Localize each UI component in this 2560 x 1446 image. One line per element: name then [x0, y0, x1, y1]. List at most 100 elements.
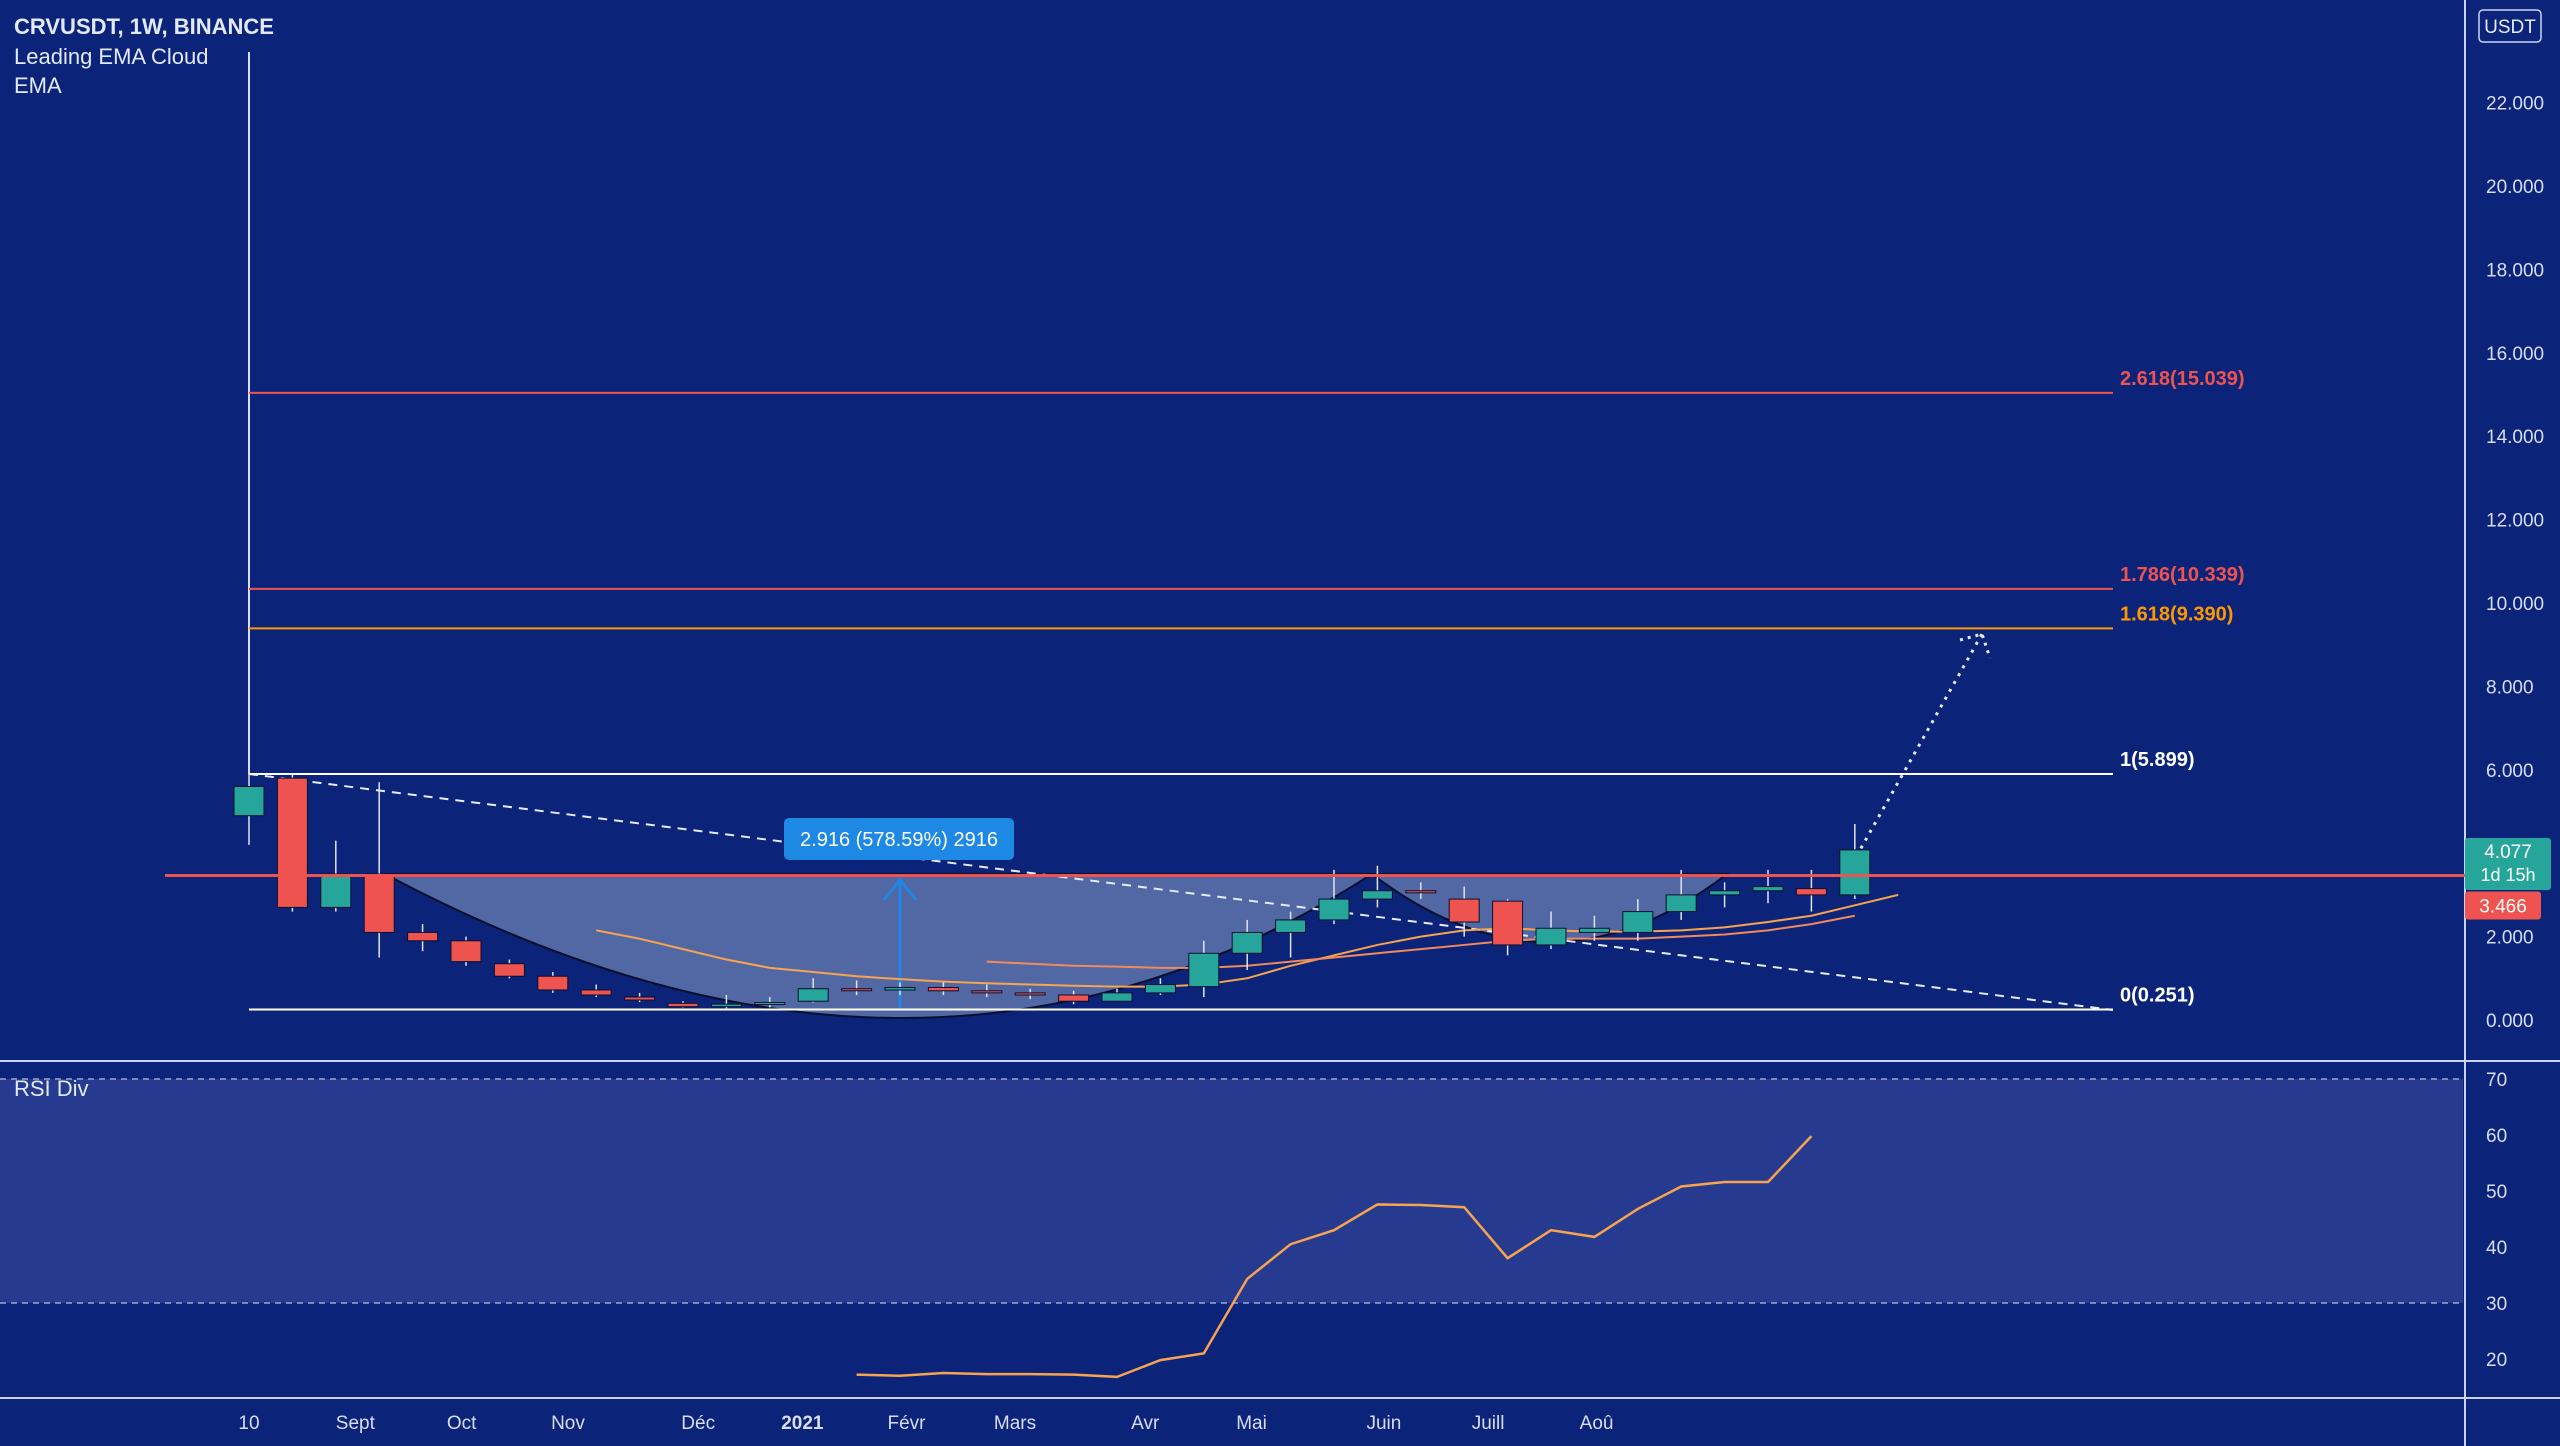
candle-up	[1144, 984, 1176, 994]
resistance-price-value: 3.466	[2479, 896, 2527, 917]
candle-down	[841, 988, 873, 992]
candle-up	[233, 785, 265, 817]
candle-up	[1535, 927, 1567, 946]
candle-up	[1752, 886, 1784, 892]
candle-down	[927, 986, 959, 992]
candle-down	[624, 996, 656, 1001]
fib-level-label: 0(0.251)	[2120, 985, 2195, 1007]
time-tick-label: Sept	[336, 1413, 376, 1434]
candle-down	[1058, 994, 1090, 1002]
candle-up	[710, 1003, 742, 1008]
time-tick-label: Févr	[888, 1413, 927, 1434]
candle-down	[537, 975, 569, 991]
rsi-tick-label: 30	[2486, 1294, 2507, 1315]
ema-line	[986, 914, 1855, 969]
rsi-tick-label: 40	[2486, 1238, 2507, 1259]
price-tick-label: 0.000	[2486, 1011, 2534, 1032]
candle-down	[1014, 992, 1046, 996]
rsi-indicator	[856, 1135, 1813, 1379]
candle-up	[1622, 911, 1654, 933]
time-tick-label: Juin	[1366, 1413, 1401, 1434]
candle-up	[797, 988, 829, 1002]
price-axis[interactable]: 22.000 20.000 18.000 16.000 14.000 12.000 10.0…	[2486, 94, 2544, 1032]
time-tick-label: Avr	[1131, 1413, 1160, 1434]
candle-down	[1492, 900, 1524, 946]
rsi-tick-label: 70	[2486, 1070, 2507, 1091]
candle-up	[1709, 890, 1741, 896]
fib-level-label: 2.618(15.039)	[2120, 368, 2245, 390]
price-tick-label: 2.000	[2486, 928, 2534, 949]
projection-path	[1850, 633, 1984, 865]
candle-up	[1665, 894, 1697, 913]
rsi-pane-title[interactable]: RSI Div	[14, 1076, 89, 1101]
rsi-axis[interactable]: 70 60 50 40 30 20	[2486, 1070, 2507, 1371]
measure-label: 2.916 (578.59%) 2916	[800, 829, 998, 851]
time-tick-label: Oct	[447, 1413, 477, 1434]
measure-label-box	[784, 818, 1014, 860]
candle-up	[1318, 898, 1350, 921]
symbol-title[interactable]: CRVUSDT, 1W, BINANCE	[14, 14, 274, 39]
projection-arrowhead	[1959, 632, 1992, 659]
currency-badge-box[interactable]	[2478, 9, 2542, 43]
price-tick-label: 20.000	[2486, 177, 2544, 198]
cup-pattern	[384, 873, 1376, 1019]
ema-line	[596, 893, 1899, 988]
time-tick-label: Juill	[1472, 1413, 1505, 1434]
fib-level-label: 1.618(9.390)	[2120, 603, 2233, 625]
price-tick-label: 10.000	[2486, 594, 2544, 615]
price-tick-label: 18.000	[2486, 260, 2544, 281]
last-price-badge	[2465, 837, 2551, 890]
candle-down	[276, 777, 308, 908]
price-tick-label: 14.000	[2486, 427, 2544, 448]
time-tick-label: Nov	[551, 1413, 585, 1434]
candle-up	[1839, 849, 1871, 896]
candle-down	[1405, 890, 1437, 894]
rsi-tick-label: 60	[2486, 1126, 2507, 1147]
rsi-line	[856, 1135, 1813, 1379]
candlesticks	[233, 773, 1871, 1009]
fib-level-label: 1(5.899)	[2120, 749, 2195, 771]
currency-label[interactable]: USDT	[2484, 17, 2536, 38]
fib-level-label: 1.786(10.339)	[2120, 564, 2245, 586]
last-price-value: 4.077	[2484, 842, 2532, 863]
candle-up	[320, 873, 352, 908]
resistance-price-badge	[2465, 891, 2541, 920]
time-axis[interactable]: 10 Sept Oct Nov Déc 2021 Févr Mars Avr Mai Juin Jui…	[238, 1413, 1613, 1434]
rsi-tick-label: 20	[2486, 1350, 2507, 1371]
candle-up	[1578, 927, 1610, 933]
rsi-tick-label: 50	[2486, 1182, 2507, 1203]
bar-countdown: 1d 15h	[2480, 865, 2535, 885]
candle-up	[1275, 919, 1307, 933]
measure-arrowhead	[882, 877, 918, 901]
candle-down	[580, 989, 612, 996]
candle-up	[884, 986, 916, 991]
indicator-legend-ema[interactable]: EMA	[14, 73, 62, 98]
time-tick-label: Mars	[994, 1413, 1036, 1434]
rsi-band	[0, 1079, 2463, 1303]
fibonacci-extension-levels: 2.618(15.039) 1.786(10.339) 1.618(9.390) 1(…	[249, 368, 2245, 1011]
price-tick-label: 22.000	[2486, 94, 2544, 115]
candle-down	[971, 990, 1003, 994]
time-tick-label: 2021	[781, 1413, 824, 1434]
candle-up	[754, 1001, 786, 1006]
price-tick-label: 12.000	[2486, 511, 2544, 532]
price-tick-label: 8.000	[2486, 677, 2534, 698]
candle-up	[1231, 931, 1263, 954]
ema-lines	[596, 893, 1899, 988]
candle-down	[1795, 888, 1827, 896]
price-tick-label: 6.000	[2486, 761, 2534, 782]
candle-down	[493, 963, 525, 977]
time-tick-label: 10	[238, 1413, 259, 1434]
candle-down	[1448, 898, 1480, 923]
indicator-legend-ema-cloud[interactable]: Leading EMA Cloud	[14, 44, 209, 69]
candle-down	[363, 873, 395, 933]
candle-down	[407, 931, 439, 942]
candle-up	[1361, 890, 1393, 900]
candle-down	[667, 1002, 699, 1008]
time-tick-label: Mai	[1236, 1413, 1267, 1434]
candle-up	[1188, 952, 1220, 988]
candle-up	[1101, 992, 1133, 1002]
time-tick-label: Déc	[681, 1413, 715, 1434]
